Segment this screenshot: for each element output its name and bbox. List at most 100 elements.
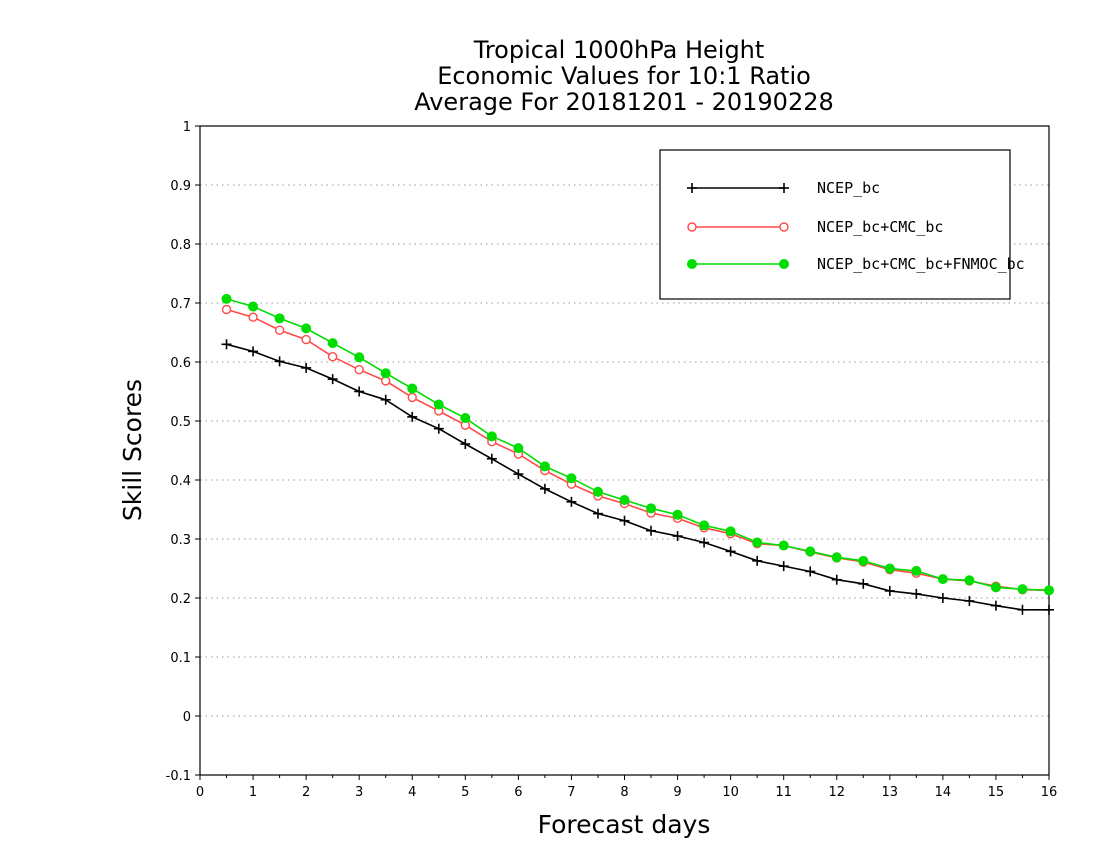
grid-lines bbox=[200, 184, 1049, 717]
x-tick-label: 15 bbox=[988, 785, 1005, 800]
data-point bbox=[1044, 585, 1054, 596]
data-point bbox=[725, 546, 736, 557]
data-point bbox=[672, 531, 683, 542]
data-point bbox=[937, 593, 948, 603]
x-tick-label: 7 bbox=[567, 785, 575, 800]
x-tick-label: 0 bbox=[196, 785, 204, 800]
legend-entry-1: NCEP_bc bbox=[687, 179, 880, 197]
x-tick-label: 4 bbox=[408, 785, 416, 800]
chart-title-line-1: Tropical 1000hPa Height bbox=[473, 36, 765, 64]
data-point bbox=[486, 431, 497, 442]
data-point bbox=[433, 399, 444, 410]
data-point bbox=[539, 483, 550, 494]
data-point bbox=[539, 461, 550, 472]
data-point bbox=[460, 413, 471, 424]
x-tick-label: 8 bbox=[620, 785, 628, 800]
data-point bbox=[327, 374, 338, 385]
x-tick-label: 12 bbox=[828, 785, 845, 800]
data-point bbox=[407, 411, 418, 422]
legend-marker bbox=[779, 259, 789, 269]
data-point bbox=[407, 383, 418, 394]
data-point bbox=[327, 338, 338, 349]
series-line bbox=[226, 343, 1049, 611]
data-point bbox=[831, 552, 842, 563]
data-point bbox=[672, 509, 683, 520]
y-tick-label: 0.3 bbox=[170, 533, 191, 548]
chart-title: Tropical 1000hPa Height Economic Values … bbox=[414, 36, 834, 116]
y-tick-label: 0.7 bbox=[170, 297, 191, 312]
data-series bbox=[221, 293, 1054, 615]
series-3 bbox=[221, 293, 1054, 596]
data-point bbox=[221, 339, 232, 350]
data-point bbox=[380, 394, 391, 405]
legend-marker bbox=[779, 222, 789, 232]
y-tick-label: 0.5 bbox=[170, 415, 191, 430]
data-point bbox=[884, 563, 895, 574]
x-tick-label: 9 bbox=[673, 785, 681, 800]
data-point bbox=[301, 323, 312, 334]
data-point bbox=[433, 423, 444, 434]
data-point bbox=[221, 293, 232, 304]
data-point bbox=[592, 508, 603, 519]
data-point bbox=[752, 537, 763, 548]
data-point bbox=[990, 600, 1001, 611]
series-line bbox=[226, 298, 1050, 592]
data-point bbox=[566, 496, 577, 507]
data-point bbox=[513, 469, 524, 480]
data-point bbox=[380, 368, 391, 379]
data-point bbox=[274, 325, 285, 335]
data-point bbox=[884, 585, 895, 596]
data-point bbox=[619, 515, 630, 526]
data-point bbox=[301, 334, 311, 345]
data-point bbox=[1044, 604, 1054, 615]
y-tick-label: 0.4 bbox=[170, 474, 191, 489]
legend-label: NCEP_bc bbox=[817, 179, 880, 197]
data-point bbox=[460, 439, 471, 450]
x-tick-label: 6 bbox=[514, 785, 522, 800]
y-tick-label: 1 bbox=[183, 120, 191, 135]
data-point bbox=[619, 495, 630, 506]
x-tick-label: 14 bbox=[935, 785, 952, 800]
data-point bbox=[301, 362, 312, 373]
data-point bbox=[354, 386, 365, 397]
x-axis-tick-labels: 0 1 2 3 4 5 6 7 8 9 10 11 12 13 14 15 16 bbox=[196, 785, 1057, 800]
data-point bbox=[778, 540, 789, 551]
data-point bbox=[805, 566, 816, 577]
data-point bbox=[752, 555, 763, 566]
data-point bbox=[778, 561, 789, 572]
x-axis-title: Forecast days bbox=[538, 810, 711, 839]
data-point bbox=[248, 346, 259, 357]
y-tick-label: 0.2 bbox=[170, 592, 191, 607]
data-point bbox=[354, 352, 365, 363]
data-point bbox=[699, 520, 710, 531]
legend-box bbox=[659, 149, 1011, 300]
y-tick-label: 0 bbox=[183, 710, 191, 725]
data-point bbox=[407, 392, 417, 403]
data-point bbox=[486, 453, 497, 464]
x-tick-label: 11 bbox=[775, 785, 792, 800]
chart-title-line-3: Average For 20181201 - 20190228 bbox=[414, 88, 834, 116]
legend-entry-3: NCEP_bc+CMC_bc+FNMOC_bc bbox=[687, 255, 1025, 273]
data-point bbox=[699, 537, 710, 548]
legend: NCEP_bc NCEP_bc+CMC_bc NCEP_bc+CMC_bc+FNMO… bbox=[659, 149, 1025, 300]
data-point bbox=[990, 582, 1001, 593]
data-point bbox=[592, 486, 603, 497]
series-1 bbox=[221, 339, 1054, 615]
data-point bbox=[274, 313, 285, 324]
data-point bbox=[248, 301, 259, 312]
data-point bbox=[911, 588, 922, 599]
data-point bbox=[937, 574, 948, 585]
data-point bbox=[566, 473, 577, 484]
legend-marker bbox=[687, 222, 697, 232]
data-point bbox=[725, 526, 736, 537]
data-point bbox=[646, 503, 657, 514]
data-point bbox=[513, 443, 524, 454]
data-point bbox=[221, 304, 232, 315]
data-point bbox=[1017, 604, 1028, 615]
axis-ticks bbox=[195, 125, 1050, 780]
y-tick-label: 0.6 bbox=[170, 356, 191, 371]
legend-marker bbox=[687, 259, 697, 269]
data-point bbox=[646, 525, 657, 536]
y-tick-label: 0.9 bbox=[170, 179, 191, 194]
data-point bbox=[248, 312, 258, 322]
